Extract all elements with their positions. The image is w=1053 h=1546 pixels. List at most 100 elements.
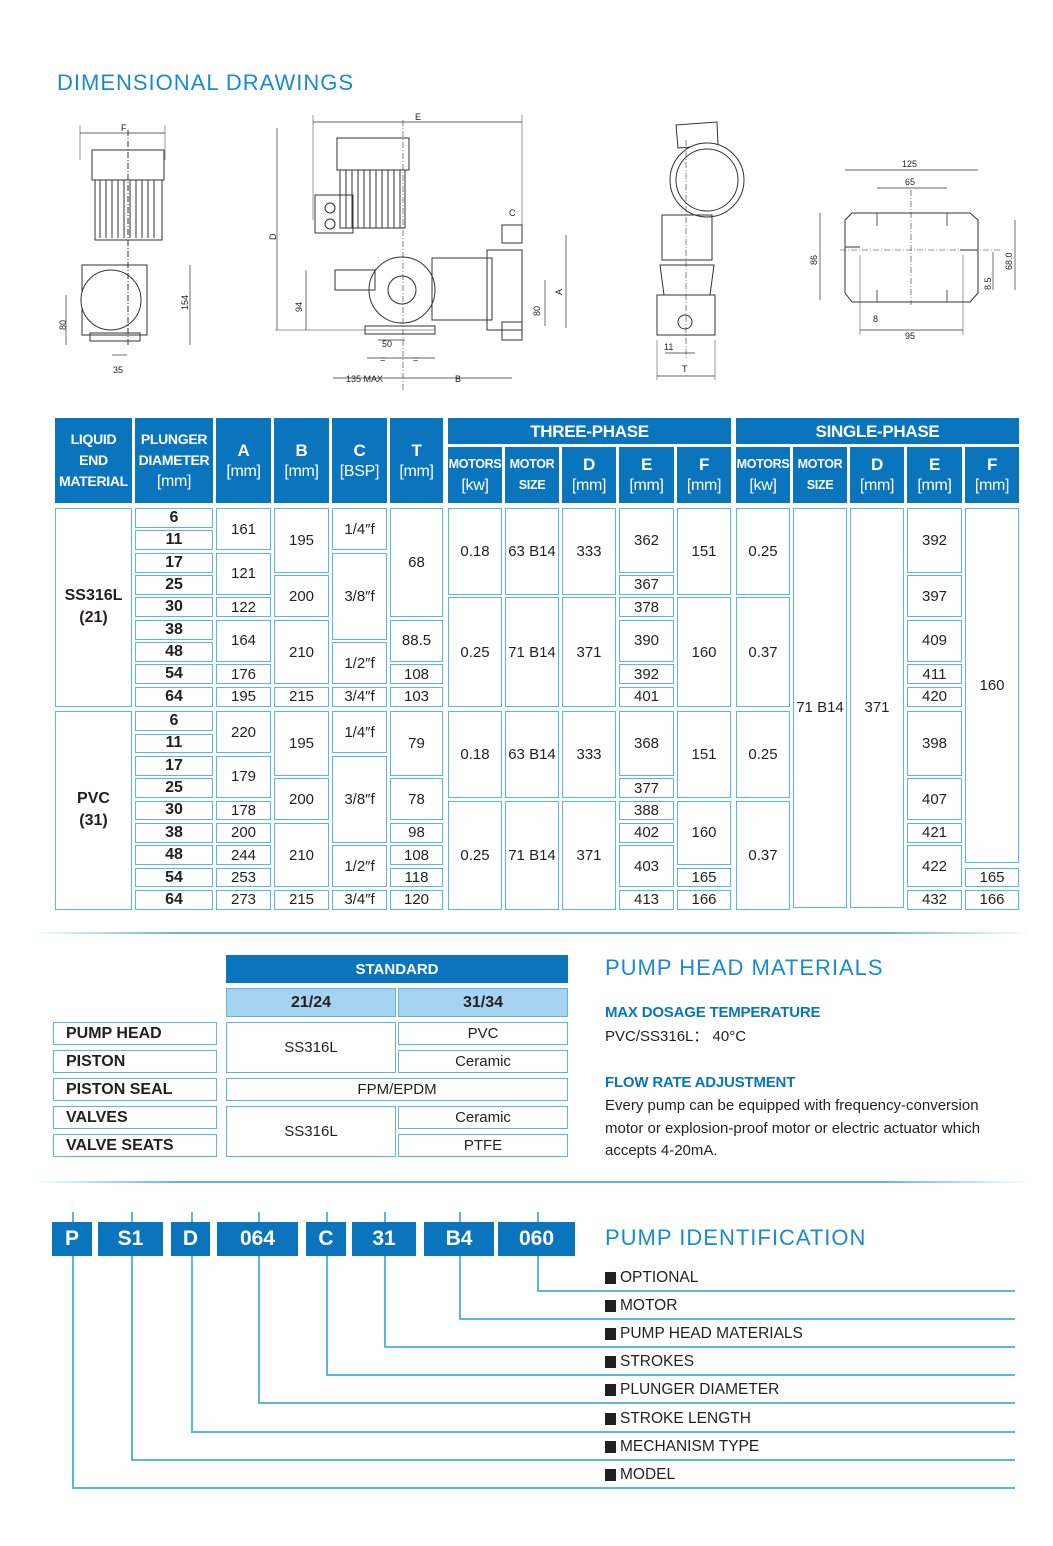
table-cell-T: 68 <box>390 508 443 618</box>
single-phase-header-D: D [mm] <box>850 447 904 503</box>
three-phase-header-E: E [mm] <box>619 447 674 503</box>
three-phase-header-motor-size: MOTOR SIZE <box>505 447 559 503</box>
base-plate-drawing: 125 65 86 68.0 8.5 8 95 <box>809 159 1016 341</box>
table-cell-sp_E: 407 <box>907 778 962 821</box>
table-cell-tp_motors: 0.18 <box>448 711 502 799</box>
three-phase-header-D: D [mm] <box>562 447 616 503</box>
id-label-text: OPTIONAL <box>620 1269 699 1286</box>
table-cell-tp_D: 333 <box>562 508 616 595</box>
dim-T: T <box>682 364 688 374</box>
square-bullet-icon <box>605 1469 616 1481</box>
code-tick <box>384 1212 386 1222</box>
table-cell-sp_E: 398 <box>907 711 962 776</box>
leader-line-horizontal <box>384 1346 1015 1348</box>
max-temp-heading: MAX DOSAGE TEMPERATURE <box>605 1004 821 1021</box>
table-cell-sp_motors: 0.37 <box>736 597 790 707</box>
table-cell-B: 215 <box>274 686 329 707</box>
table-cell-tp_E: 413 <box>619 889 674 910</box>
header-B: B [mm] <box>274 418 329 503</box>
table-cell-tp_E: 378 <box>619 597 674 618</box>
three-phase-header-motors: MOTORS [kw] <box>448 447 502 503</box>
table-cell-tp_F: 166 <box>677 889 731 910</box>
table-cell-plunger: 38 <box>135 619 213 640</box>
code-segment-c: C <box>306 1222 346 1256</box>
table-cell-plunger: 54 <box>135 867 213 888</box>
code-tick <box>258 1212 260 1222</box>
max-temp-text: PVC/SS316L： 40°C <box>605 1028 747 1045</box>
table-cell-sp_F: 160 <box>965 508 1019 864</box>
table-cell-A: 195 <box>216 686 271 707</box>
table-cell-tp_E: 390 <box>619 619 674 662</box>
table-cell-sp_E: 421 <box>907 822 962 843</box>
table-cell-B: 200 <box>274 778 329 821</box>
table-cell-sp_E: 397 <box>907 575 962 618</box>
table-cell-tp_E: 388 <box>619 800 674 821</box>
cell-piston-3134: Ceramic <box>398 1050 568 1073</box>
dim-95: 95 <box>905 331 915 341</box>
square-bullet-icon <box>605 1356 616 1368</box>
leader-line-vertical <box>326 1256 328 1374</box>
table-cell-A: 121 <box>216 552 271 595</box>
table-cell-plunger: 48 <box>135 845 213 866</box>
table-cell-tp_size: 63 B14 <box>505 508 559 595</box>
table-cell-tp_size: 63 B14 <box>505 711 559 799</box>
single-phase-header-motors: MOTORS [kw] <box>736 447 790 503</box>
table-cell-tp_D: 371 <box>562 597 616 707</box>
code-segment-s1: S1 <box>98 1222 163 1256</box>
table-cell-plunger: 6 <box>135 711 213 731</box>
table-cell-A: 200 <box>216 822 271 843</box>
header-A: A [mm] <box>216 418 271 503</box>
table-cell-plunger: 25 <box>135 778 213 799</box>
table-cell-B: 195 <box>274 508 329 573</box>
table-cell-sp_D: 371 <box>850 508 904 908</box>
table-cell-T: 78 <box>390 778 443 821</box>
dim-B: B <box>455 374 461 384</box>
id-label-text: STROKE LENGTH <box>620 1410 751 1427</box>
table-cell-tp_size: 71 B14 <box>505 800 559 910</box>
table-cell-C: 1/4″f <box>332 711 387 754</box>
id-label-text: MOTOR <box>620 1297 678 1314</box>
id-label-plunger-diameter: PLUNGER DIAMETER <box>605 1381 779 1399</box>
single-phase-header-F: F [mm] <box>965 447 1019 503</box>
table-cell-plunger: 11 <box>135 530 213 551</box>
table-cell-T: 103 <box>390 686 443 707</box>
table-cell-A: 220 <box>216 711 271 754</box>
table-cell-T: 79 <box>390 711 443 776</box>
table-cell-material: SS316L (21) <box>55 508 132 707</box>
code-segment-064: 064 <box>217 1222 298 1256</box>
id-label-text: MODEL <box>620 1466 676 1483</box>
table-cell-plunger: 17 <box>135 552 213 573</box>
dim-eq-1: = <box>380 354 385 364</box>
table-cell-sp_F: 165 <box>965 867 1019 888</box>
leader-line-horizontal <box>72 1487 1015 1489</box>
table-cell-A: 164 <box>216 619 271 662</box>
table-cell-tp_motors: 0.18 <box>448 508 502 595</box>
leader-line-horizontal <box>191 1431 1015 1433</box>
leader-line-horizontal <box>258 1402 1015 1404</box>
row-label-piston-seal: PISTON SEAL <box>53 1078 217 1101</box>
table-cell-plunger: 54 <box>135 664 213 685</box>
table-cell-T: 118 <box>390 867 443 888</box>
table-cell-tp_D: 333 <box>562 711 616 799</box>
table-cell-C: 1/2″f <box>332 845 387 888</box>
leader-line-vertical <box>72 1256 74 1487</box>
leader-line-vertical <box>131 1256 133 1459</box>
table-cell-plunger: 30 <box>135 800 213 821</box>
table-cell-sp_size: 71 B14 <box>793 508 847 908</box>
dim-68: 68.0 <box>1004 252 1014 270</box>
table-cell-B: 200 <box>274 575 329 618</box>
table-cell-A: 178 <box>216 800 271 821</box>
id-label-model: MODEL <box>605 1466 675 1484</box>
table-cell-sp_E: 392 <box>907 508 962 573</box>
end-view-drawing: 11 T <box>656 121 745 380</box>
section-title: DIMENSIONAL DRAWINGS <box>57 70 355 95</box>
square-bullet-icon <box>605 1384 616 1396</box>
leader-line-vertical <box>258 1256 260 1402</box>
leader-line-horizontal <box>131 1459 1015 1461</box>
table-cell-plunger: 30 <box>135 597 213 618</box>
dim-eq-2: = <box>413 354 418 364</box>
table-cell-T: 108 <box>390 845 443 866</box>
cell-piston-seal: FPM/EPDM <box>226 1078 568 1101</box>
table-cell-A: 176 <box>216 664 271 685</box>
table-cell-tp_E: 362 <box>619 508 674 573</box>
